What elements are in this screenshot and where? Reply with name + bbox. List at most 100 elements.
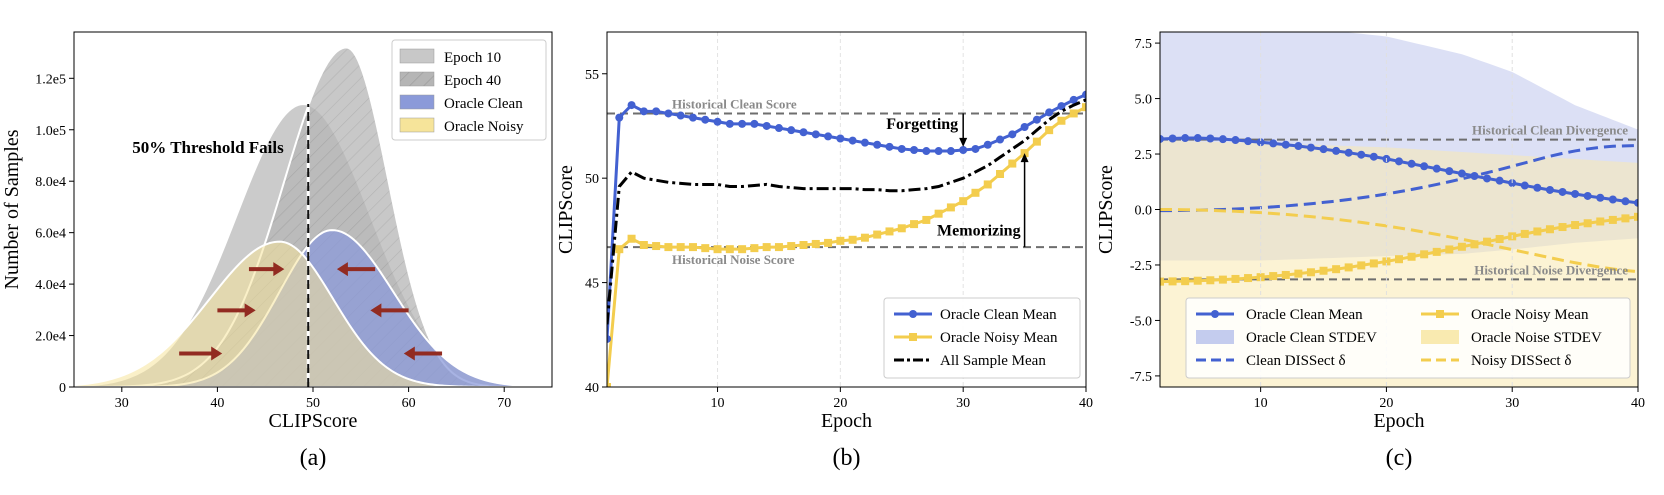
forgetting-label: Forgetting [886, 116, 958, 133]
noisy-mean-point [946, 203, 955, 212]
clean-mean-point [1520, 181, 1529, 190]
noisy-mean-point [1231, 274, 1240, 283]
noisy-mean-point [971, 188, 980, 197]
noisy-mean-point [1457, 242, 1466, 251]
noisy-mean-point [750, 244, 759, 253]
noisy-mean-point [615, 245, 624, 254]
panel-a: 50% Threshold Fails 30 40 50 60 70 0 2.0e4 4.0e4… [1, 31, 553, 471]
noisy-mean-point [799, 241, 808, 249]
clean-mean-point [652, 107, 661, 116]
legend-label: Oracle Noisy [444, 119, 524, 135]
clean-mean-point [1457, 169, 1466, 178]
clean-mean-point [688, 113, 697, 122]
noisy-mean-point [1558, 223, 1567, 232]
y-tick-label: 1.0e5 [35, 124, 66, 139]
noisy-mean-point [1483, 237, 1492, 246]
noisy-mean-point [639, 241, 648, 249]
x-tick-label: 70 [497, 396, 511, 411]
clean-mean-point [1407, 159, 1416, 168]
noisy-mean-point [1332, 265, 1341, 274]
noisy-mean-point [1008, 159, 1017, 168]
forgetting-arrow-head [959, 137, 968, 147]
clean-mean-point [848, 136, 857, 145]
clean-mean-point [1432, 164, 1441, 173]
clean-mean-point [762, 121, 771, 130]
noisy-mean-point [1069, 109, 1078, 118]
noisy-mean-point [1533, 227, 1542, 236]
noisy-dissect-delta-line [1160, 208, 1638, 274]
x-tick-label: 50 [306, 396, 320, 411]
clean-mean-point [1545, 185, 1554, 194]
legend-label: Epoch 10 [444, 50, 501, 66]
noisy-mean-point [676, 243, 685, 252]
reference-label: Historical Noise Score [672, 252, 795, 267]
x-tick-label: 40 [1631, 396, 1645, 411]
clean-mean-point [873, 140, 882, 149]
all-sample-mean-line [607, 98, 1086, 325]
noisy-mean-point [1407, 252, 1416, 261]
noisy-mean-point [725, 245, 734, 254]
legend-swatch [399, 117, 435, 133]
clean-mean-point [971, 144, 980, 153]
clean-mean-point [701, 115, 710, 124]
noisy-mean-point [1193, 276, 1202, 285]
clean-mean-point [1206, 134, 1215, 143]
noisy-mean-point [787, 242, 796, 251]
noisy-mean-point [1369, 259, 1378, 268]
clean-mean-point [1621, 197, 1630, 206]
clean-mean-point [811, 130, 820, 139]
noisy-mean-point [1583, 219, 1592, 228]
clean-mean-point [676, 111, 685, 120]
clean-mean-point [983, 140, 992, 149]
clean-mean-point [1032, 115, 1041, 124]
clean-mean-point [910, 145, 919, 154]
clean-mean-point [1395, 157, 1403, 166]
plot-area [74, 46, 552, 387]
clean-mean-point [1344, 148, 1353, 157]
x-tick-label: 60 [402, 396, 416, 411]
noisy-mean-point [824, 238, 833, 247]
legend-box [1185, 297, 1631, 379]
clean-mean-point [1008, 130, 1017, 139]
clean-mean-point [1269, 139, 1278, 148]
x-tick-label: 40 [1079, 396, 1093, 411]
x-tick-label: 40 [210, 396, 224, 411]
noisy-mean-point [1470, 240, 1479, 249]
clean-mean-point [996, 135, 1005, 144]
clean-mean-point [1069, 95, 1078, 104]
clean-mean-point [860, 138, 869, 147]
noisy-mean-point [1294, 269, 1303, 278]
y-tick-label: 6.0e4 [35, 227, 66, 242]
clean-mean-point [1181, 134, 1190, 143]
clean-mean-point [1244, 137, 1253, 146]
reference-label: Historical Noise Divergence [1474, 262, 1628, 277]
noisy-mean-point [738, 245, 747, 254]
x-tick-label: 30 [1505, 396, 1519, 411]
clean-mean-point [1256, 138, 1265, 147]
memorizing-label: Memorizing [937, 222, 1021, 239]
noisy-mean-point [873, 230, 882, 239]
shift-arrow-head [244, 303, 256, 318]
x-axis-label: CLIPScore [269, 410, 358, 432]
clean-mean-point [1533, 183, 1542, 192]
noisy-mean-point [1621, 214, 1630, 223]
clean-mean-point [1045, 108, 1054, 117]
noisy-mean-point [836, 236, 845, 245]
panel-caption: (b) [833, 445, 861, 471]
noisy-mean-point [1206, 276, 1215, 285]
x-tick-label: 30 [115, 396, 129, 411]
clean-mean-point [959, 145, 968, 154]
noisy-mean-point [1395, 255, 1403, 264]
clean-mean-point [1571, 189, 1580, 198]
clean-mean-point [1168, 134, 1177, 143]
noisy-mean-point [1344, 263, 1353, 272]
plot-area [607, 90, 1086, 387]
legend-label: Oracle Noisy Mean [940, 330, 1058, 346]
clean-mean-point [946, 147, 955, 156]
clean-mean-point [1160, 134, 1164, 143]
y-tick-label: 45 [585, 277, 599, 292]
clean-mean-point [1583, 191, 1592, 200]
noisy-mean-line [607, 105, 1086, 387]
